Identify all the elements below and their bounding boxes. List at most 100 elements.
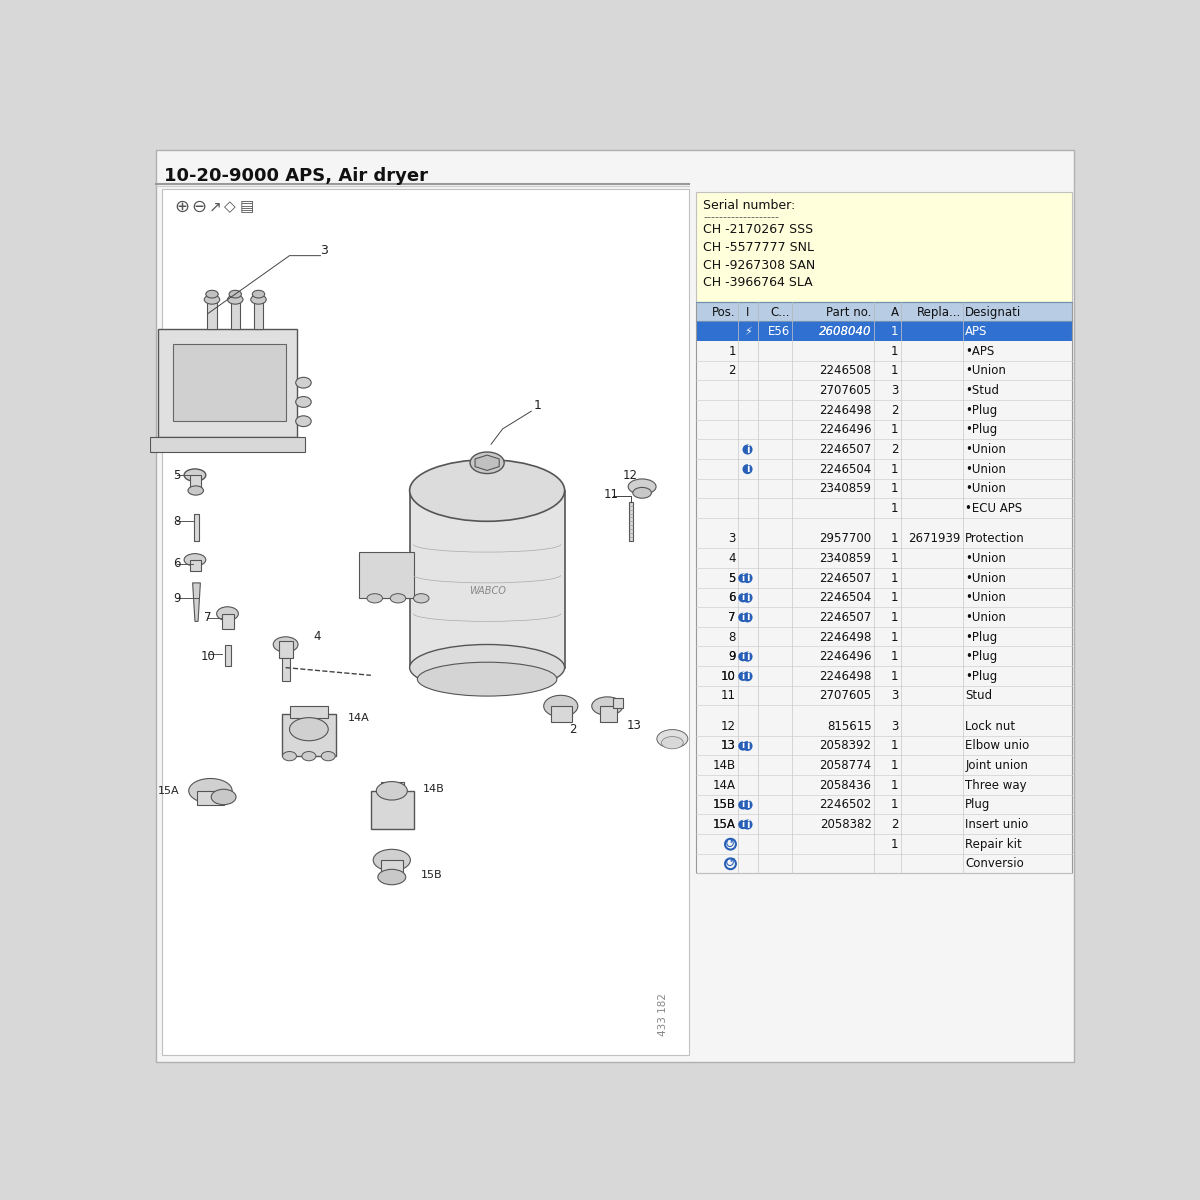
- Circle shape: [738, 613, 748, 622]
- Text: C...: C...: [770, 306, 790, 318]
- Bar: [191, 475, 202, 491]
- Circle shape: [743, 740, 752, 751]
- Ellipse shape: [661, 737, 683, 749]
- Bar: [696, 302, 1073, 322]
- Text: •Plug: •Plug: [965, 424, 997, 437]
- Text: Plug: Plug: [965, 798, 991, 811]
- Text: WABCO: WABCO: [469, 586, 505, 595]
- Text: i: i: [745, 800, 749, 810]
- Text: 3: 3: [728, 533, 736, 545]
- Text: 2608040: 2608040: [820, 325, 871, 338]
- Text: 2058774: 2058774: [820, 760, 871, 772]
- Text: 15A: 15A: [713, 818, 736, 832]
- Text: 7: 7: [728, 611, 736, 624]
- Text: 3: 3: [320, 244, 329, 257]
- Ellipse shape: [184, 553, 206, 566]
- Ellipse shape: [184, 469, 206, 481]
- Text: 3: 3: [892, 384, 899, 397]
- Text: 2: 2: [892, 818, 899, 832]
- Text: 2246496: 2246496: [820, 650, 871, 664]
- Ellipse shape: [470, 452, 504, 474]
- Text: 2246507: 2246507: [820, 571, 871, 584]
- Text: i: i: [745, 612, 749, 623]
- Bar: [190, 559, 202, 571]
- Polygon shape: [359, 552, 414, 599]
- Bar: [282, 658, 289, 680]
- Bar: [371, 791, 414, 829]
- Text: 13: 13: [721, 739, 736, 752]
- Ellipse shape: [229, 290, 241, 298]
- Ellipse shape: [409, 460, 565, 521]
- Text: 2058436: 2058436: [820, 779, 871, 792]
- Text: Lock nut: Lock nut: [965, 720, 1015, 733]
- Ellipse shape: [632, 487, 652, 498]
- Text: 1: 1: [892, 611, 899, 624]
- Bar: [696, 322, 1073, 341]
- Bar: [629, 502, 632, 540]
- Text: 14B: 14B: [422, 785, 444, 794]
- Bar: [230, 302, 240, 329]
- Ellipse shape: [295, 377, 311, 388]
- Bar: [282, 714, 336, 756]
- Text: Protection: Protection: [965, 533, 1025, 545]
- Ellipse shape: [367, 594, 383, 602]
- Text: 15B: 15B: [713, 798, 736, 811]
- Text: 2058382: 2058382: [820, 818, 871, 832]
- Text: 13: 13: [721, 739, 736, 752]
- Text: i: i: [742, 652, 744, 661]
- Ellipse shape: [211, 790, 236, 805]
- Ellipse shape: [414, 594, 430, 602]
- Text: ⚡: ⚡: [744, 326, 751, 337]
- Text: •APS: •APS: [965, 344, 995, 358]
- Ellipse shape: [217, 607, 239, 620]
- Text: Stud: Stud: [965, 690, 992, 702]
- Bar: [696, 302, 1073, 874]
- Text: 433 182: 433 182: [658, 992, 667, 1036]
- Bar: [254, 302, 263, 329]
- Text: 1: 1: [534, 400, 541, 413]
- Text: 11: 11: [604, 488, 619, 500]
- Circle shape: [738, 742, 748, 751]
- Text: 4: 4: [313, 630, 320, 643]
- Text: Conversio: Conversio: [965, 857, 1024, 870]
- Ellipse shape: [409, 644, 565, 691]
- Text: 2246496: 2246496: [820, 424, 871, 437]
- Text: E56: E56: [768, 325, 790, 338]
- Text: 15B: 15B: [421, 870, 443, 881]
- Text: 2: 2: [892, 403, 899, 416]
- Text: 5: 5: [728, 571, 736, 584]
- Text: 14A: 14A: [348, 713, 370, 722]
- Text: 9: 9: [728, 650, 736, 664]
- Text: 2246502: 2246502: [820, 798, 871, 811]
- Text: Designati: Designati: [965, 306, 1021, 318]
- Text: i: i: [745, 444, 749, 455]
- Text: 2340859: 2340859: [820, 552, 871, 565]
- Text: CH -2170267 SSS: CH -2170267 SSS: [703, 223, 814, 236]
- Text: 2246508: 2246508: [820, 365, 871, 378]
- Text: •Union: •Union: [965, 463, 1006, 475]
- Text: 15A: 15A: [158, 786, 180, 796]
- Text: I: I: [746, 306, 749, 318]
- Ellipse shape: [228, 295, 242, 304]
- Bar: [289, 706, 329, 718]
- Ellipse shape: [302, 751, 316, 761]
- Bar: [150, 437, 305, 452]
- Bar: [194, 514, 199, 540]
- Text: 3: 3: [892, 720, 899, 733]
- Polygon shape: [475, 455, 499, 470]
- Text: 5: 5: [174, 468, 181, 481]
- Polygon shape: [157, 329, 298, 437]
- Bar: [226, 644, 230, 666]
- Text: 2246507: 2246507: [820, 443, 871, 456]
- Text: i: i: [745, 652, 749, 661]
- Text: 1: 1: [892, 533, 899, 545]
- Ellipse shape: [206, 290, 218, 298]
- Circle shape: [738, 593, 748, 602]
- Text: 6: 6: [728, 592, 736, 605]
- Text: 2058392: 2058392: [820, 739, 871, 752]
- Text: i: i: [745, 593, 749, 602]
- Text: •Stud: •Stud: [965, 384, 1000, 397]
- Text: Repla...: Repla...: [917, 306, 961, 318]
- Text: •Union: •Union: [965, 592, 1006, 605]
- Ellipse shape: [373, 850, 410, 871]
